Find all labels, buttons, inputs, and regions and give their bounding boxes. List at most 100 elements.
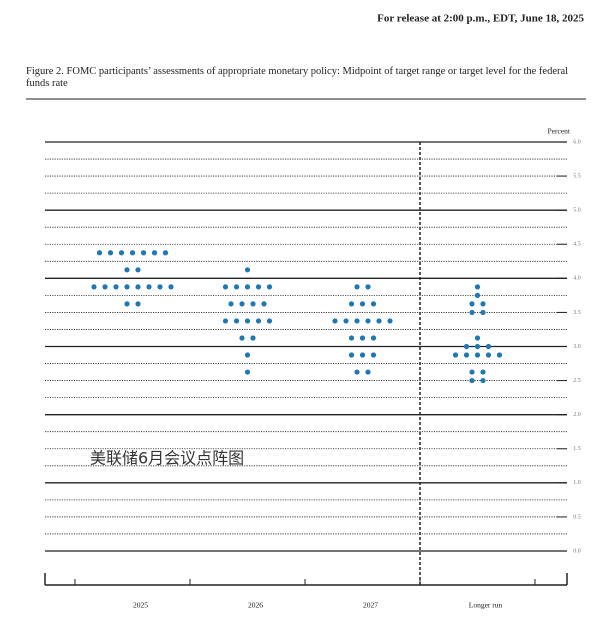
dot: [348, 352, 355, 358]
y-tick-label: 2.0: [573, 412, 581, 418]
dot: [469, 369, 475, 375]
dot: [354, 318, 360, 324]
dot: [480, 369, 486, 375]
dot: [233, 284, 240, 290]
x-tick-label: 2026: [248, 601, 263, 610]
x-tick-label: 2027: [363, 601, 378, 610]
dot: [370, 301, 377, 307]
dot: [124, 284, 130, 290]
dot: [135, 267, 141, 273]
dot: [135, 284, 141, 290]
dot: [365, 284, 371, 290]
dot: [124, 267, 130, 273]
dot: [474, 335, 481, 341]
dot: [474, 292, 481, 298]
dot: [168, 284, 174, 290]
dot: [452, 352, 459, 358]
y-tick-label: 0.0: [573, 548, 581, 554]
dot: [348, 301, 355, 307]
x-tick-label: Longer run: [469, 601, 503, 610]
y-tick-label: 3.0: [573, 344, 581, 350]
dot: [332, 318, 338, 324]
dot: [129, 250, 136, 256]
y-tick-label: 5.0: [573, 208, 581, 214]
dot: [359, 301, 366, 307]
dot: [474, 343, 481, 350]
dot: [162, 250, 169, 256]
dot: [496, 352, 503, 358]
x-tick-label: 2025: [133, 601, 148, 610]
dot: [250, 301, 256, 307]
dot: [228, 301, 234, 307]
chart-title: Figure 2. FOMC participants’ assessments…: [26, 66, 569, 89]
dot: [233, 318, 240, 324]
y-tick-label: 1.0: [573, 480, 581, 486]
y-tick-label: 5.5: [573, 173, 581, 179]
y-tick-label: 0.5: [573, 514, 581, 520]
dot: [485, 352, 492, 358]
dot: [146, 284, 152, 290]
watermark: 美联储6月会议点阵图: [90, 449, 244, 468]
dot: [266, 318, 273, 324]
dot: [370, 335, 377, 341]
dot: [359, 335, 366, 341]
y-tick-label: 1.5: [573, 446, 581, 452]
dot: [343, 318, 349, 324]
dot: [469, 377, 475, 384]
dot: [485, 343, 492, 350]
dot: [157, 284, 163, 290]
y-tick-label: 4.0: [573, 276, 581, 282]
dot: [244, 284, 251, 290]
dot: [359, 352, 366, 358]
dot: [266, 284, 273, 290]
dot: [244, 369, 251, 375]
dot: [222, 284, 229, 290]
dot: [387, 318, 393, 324]
dot: [348, 335, 355, 341]
dot: [91, 284, 97, 290]
dot: [255, 284, 262, 290]
dot: [354, 369, 360, 375]
dot: [261, 301, 267, 307]
dot: [113, 284, 119, 290]
dot: [463, 352, 470, 358]
y-tick-label: 6.0: [573, 139, 581, 145]
dot: [244, 318, 251, 324]
dot: [140, 250, 147, 256]
dot: [370, 352, 377, 358]
dot: [222, 318, 229, 324]
dot: [239, 335, 245, 341]
dot: [480, 309, 486, 316]
dot: [365, 369, 371, 375]
dot: [469, 301, 475, 307]
dot: [135, 301, 141, 307]
dot: [107, 250, 114, 256]
dot: [239, 301, 245, 307]
y-tick-label: 2.5: [573, 378, 581, 384]
dot: [365, 318, 371, 324]
dot: [469, 309, 475, 316]
dot: [118, 250, 125, 256]
y-tick-label: 4.5: [573, 242, 581, 248]
release-header: For release at 2:00 p.m., EDT, June 18, …: [377, 13, 584, 25]
dot: [124, 301, 130, 307]
dot: [480, 301, 486, 307]
dot: [480, 377, 486, 384]
caption-box: Figure 2. FOMC participants’ assessments…: [26, 66, 569, 89]
dot: [474, 352, 481, 358]
dot: [151, 250, 158, 256]
dot: [463, 343, 470, 350]
dot: [96, 250, 103, 256]
dot: [474, 284, 481, 290]
dot: [376, 318, 382, 324]
y-tick-label: 3.5: [573, 310, 581, 316]
dot: [244, 352, 251, 358]
dot: [255, 318, 262, 324]
dot: [102, 284, 108, 290]
dot: [250, 335, 256, 341]
dot: [354, 284, 360, 290]
y-axis-label: Percent: [548, 127, 571, 136]
dot: [244, 267, 251, 273]
